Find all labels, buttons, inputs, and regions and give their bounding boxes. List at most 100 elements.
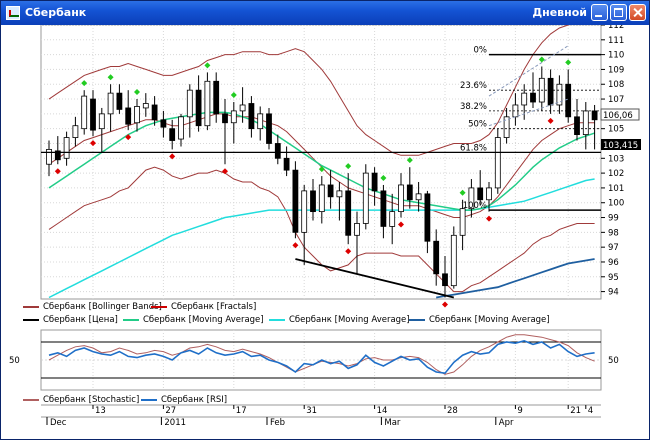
fib-level-label: 38.2% <box>460 102 487 112</box>
candle-up <box>142 103 149 109</box>
candle-up <box>107 92 114 115</box>
fractal-down-marker <box>54 168 61 175</box>
candle-up <box>556 83 563 106</box>
minimize-button[interactable] <box>591 4 608 21</box>
candle-up <box>98 113 105 130</box>
candle-down <box>530 92 536 103</box>
price-tick-label: 107 <box>608 95 624 105</box>
legend-price: Сбербанк [Цена] <box>23 315 118 325</box>
maximize-button[interactable] <box>610 4 627 21</box>
fractal-up-marker <box>406 157 413 164</box>
candle-down <box>380 190 387 227</box>
candle-down <box>90 98 96 131</box>
day-label: 9 <box>517 406 522 416</box>
candle-up <box>459 208 466 236</box>
candle-up <box>486 187 492 201</box>
analysis-lines: 0% 23.6% 38.2% 50% 61.8% 100% <box>41 45 601 299</box>
candle-up <box>204 80 211 127</box>
price-pane <box>40 25 602 300</box>
candle-up <box>186 89 193 118</box>
candle-down <box>565 83 572 118</box>
candle-up <box>494 137 501 189</box>
candle-up <box>257 113 264 130</box>
candle-up <box>415 193 422 201</box>
price-tick-label: 103 <box>608 154 624 164</box>
candle-down <box>442 273 448 287</box>
fractal-down-marker <box>292 242 299 249</box>
candle-up <box>46 149 52 165</box>
price-tick-label: 111 <box>608 36 624 46</box>
candle-up <box>239 104 246 112</box>
oscillator-tick-label-left: 50 <box>9 356 20 366</box>
day-label: 28 <box>447 406 458 416</box>
window-title: Сбербанк <box>25 6 87 19</box>
fractal-down-marker <box>222 168 228 175</box>
candle-down <box>433 240 440 275</box>
candle-down <box>151 104 158 121</box>
candle-up <box>468 187 475 210</box>
legend-stochastic: Сбербанк [Stochastic] <box>23 395 139 405</box>
price-tick-label: 101 <box>608 184 624 194</box>
trend-line <box>488 45 569 97</box>
candle-down <box>116 92 123 110</box>
fractal-down-marker <box>125 134 132 141</box>
fractal-down-marker <box>345 248 352 255</box>
candle-down <box>345 190 352 236</box>
fib-level-label: 23.6% <box>460 81 487 91</box>
fractal-up-marker <box>538 56 545 63</box>
candle-up <box>63 137 70 159</box>
legend-ma-fast: Сбербанк [Moving Average] <box>123 315 264 325</box>
price-tick-label: 98 <box>608 228 619 238</box>
price-tick-label: 96 <box>608 258 619 268</box>
day-label: 21 <box>570 406 581 416</box>
price-axis: 1121111101091081071061051041031021011009… <box>601 25 624 298</box>
candle-down <box>371 172 378 192</box>
candle-up <box>398 184 404 213</box>
legend-fractals: Сбербанк [Fractals] <box>151 302 256 312</box>
fractal-down-marker <box>169 153 176 160</box>
candle-up <box>318 184 325 213</box>
candle-down <box>266 113 272 144</box>
month-label: Feb <box>270 418 285 428</box>
chart-app-icon[interactable] <box>6 6 20 20</box>
candle-down <box>169 128 176 141</box>
candle-up <box>336 190 343 198</box>
price-tick-label: 102 <box>608 169 624 179</box>
candle-down <box>160 119 167 128</box>
oscillator-tick-label-right: 50 <box>608 356 619 366</box>
fractal-up-marker <box>204 62 211 69</box>
price-tick-label: 105 <box>608 125 624 135</box>
day-label: 14 <box>377 406 388 416</box>
candle-down <box>54 150 61 161</box>
candle-up <box>503 116 510 138</box>
candle-up <box>178 116 184 140</box>
price-marker-label: 106,06 <box>603 111 633 121</box>
time-axis: 13 27 17 31 14 28 9 21 4 Dec 2011 Feb Mar Apr <box>41 404 601 428</box>
price-tick-label: 112 <box>608 25 624 31</box>
candle-down <box>574 116 580 135</box>
candle-up <box>72 125 79 138</box>
fib-level-label: 61.8% <box>460 143 487 153</box>
fractal-up-marker <box>345 163 352 170</box>
month-label: Dec <box>50 418 67 428</box>
close-button[interactable] <box>629 4 646 21</box>
fractal-up-marker <box>459 189 466 196</box>
oscillator-axis: 50 50 <box>9 356 619 366</box>
fractal-up-marker <box>107 74 114 81</box>
period-label[interactable]: Дневной <box>532 6 587 19</box>
candle-up <box>582 110 589 136</box>
candle-up <box>301 190 308 233</box>
trend-line <box>488 98 569 127</box>
day-label: 4 <box>588 406 593 416</box>
price-tick-label: 97 <box>608 243 619 253</box>
candle-down <box>274 143 281 159</box>
title-bar[interactable]: Сбербанк Дневной <box>1 1 649 25</box>
price-chart[interactable]: 0% 23.6% 38.2% 50% 61.8% 100% 112 111 110 109 108… <box>1 25 649 439</box>
legend-bollinger: Сбербанк [Bollinger Bands] <box>23 302 162 312</box>
fib-level-label: 0% <box>474 46 488 56</box>
price-tick-label: 99 <box>608 214 619 224</box>
fractal-markers <box>54 56 572 308</box>
current-price-box <box>601 139 641 150</box>
candle-down <box>125 107 132 125</box>
